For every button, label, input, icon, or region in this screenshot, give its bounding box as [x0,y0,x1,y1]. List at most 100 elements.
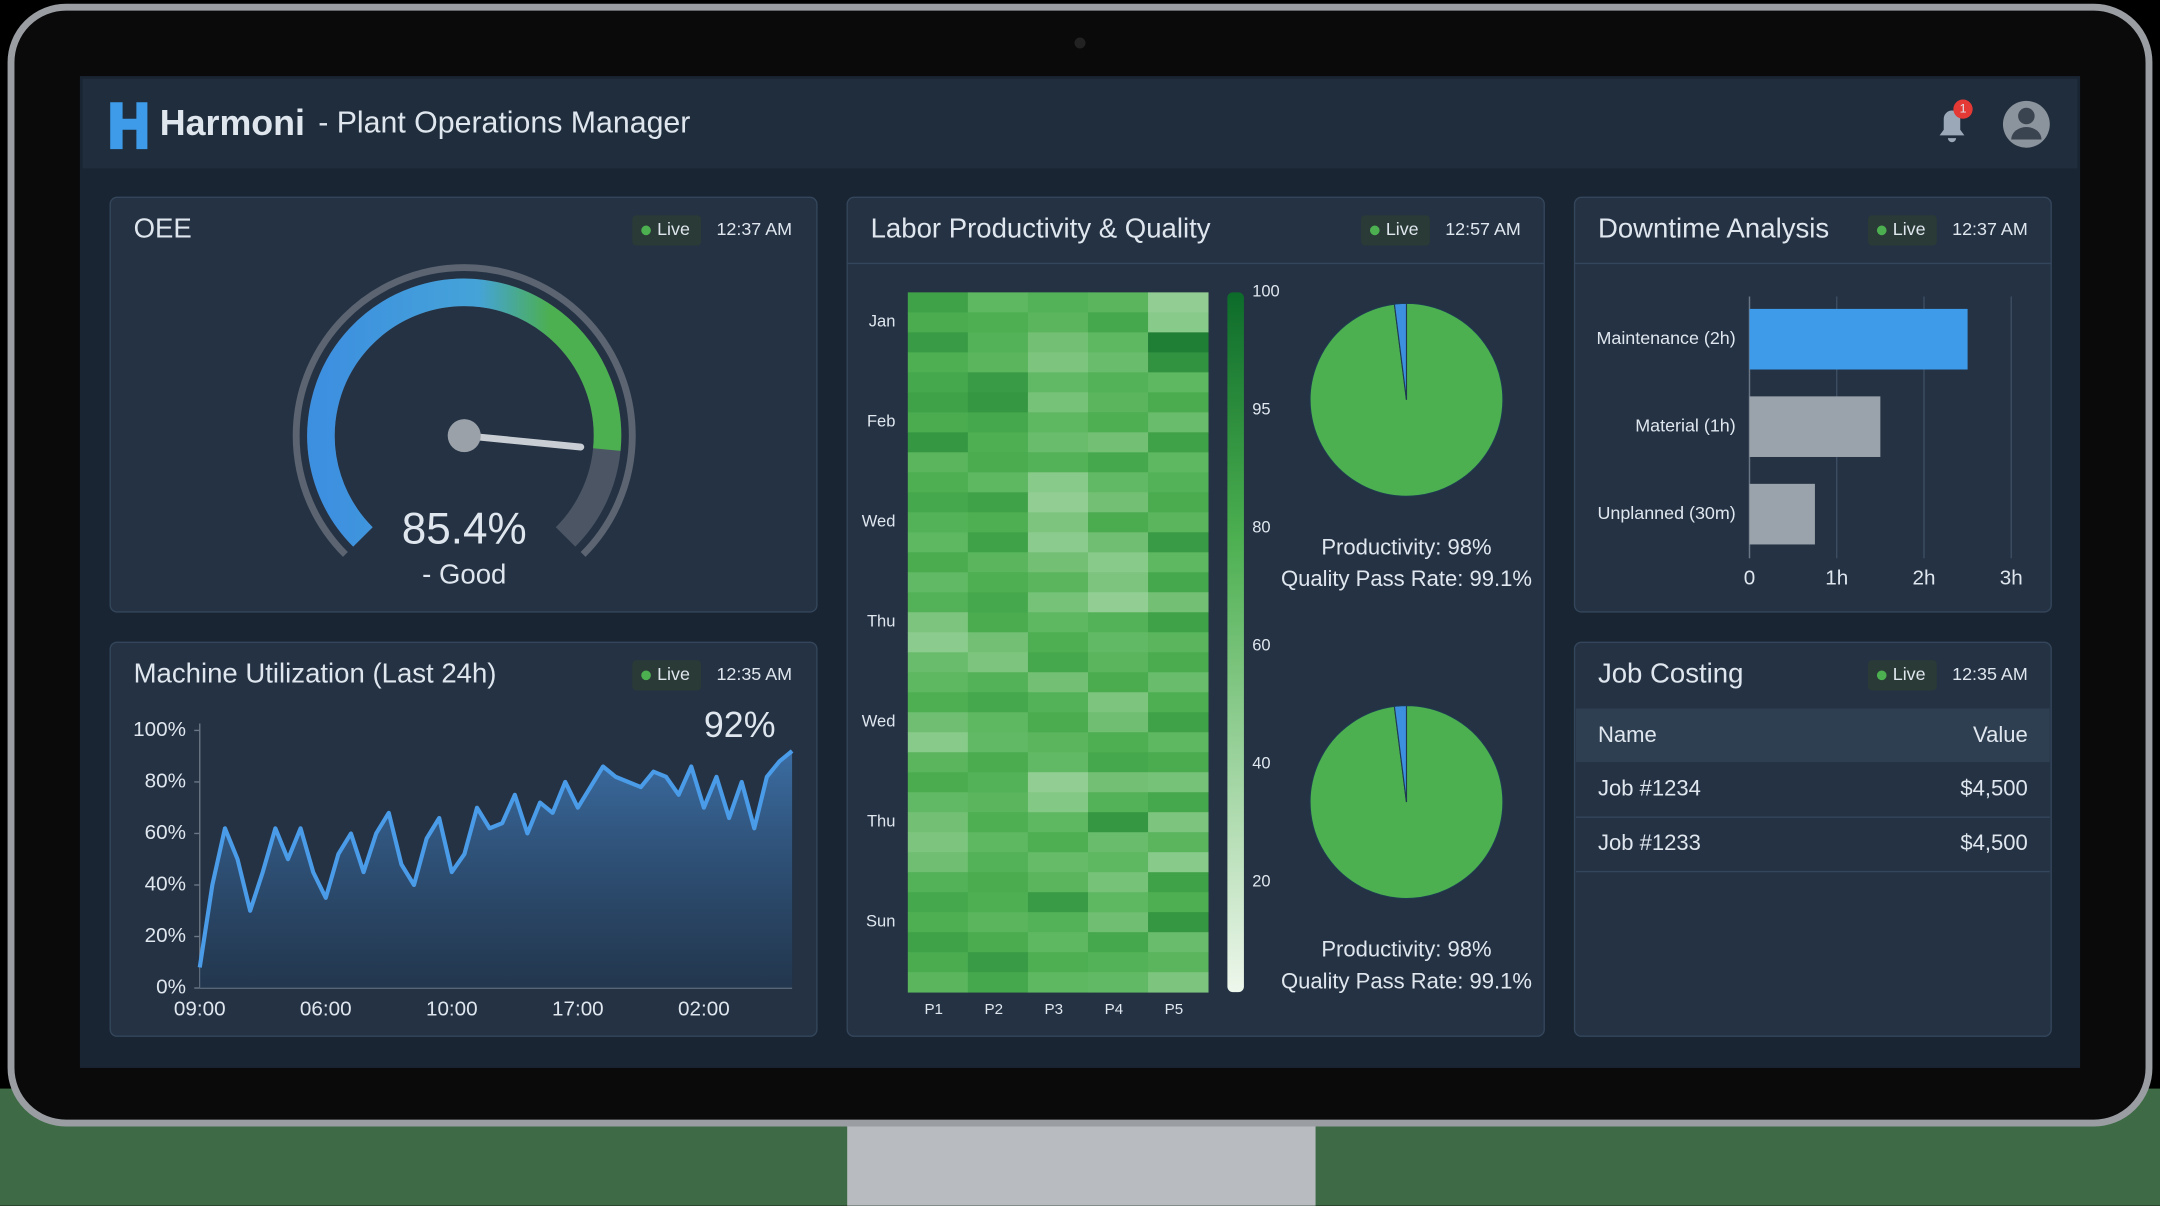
heat-cell [1027,392,1089,413]
heat-cell [907,932,969,953]
heat-cell [1148,772,1209,793]
heat-cell [967,632,1029,653]
heat-cell [1148,892,1209,913]
heat-cell [1027,812,1089,833]
table-cell: $4,500 [1960,830,2027,855]
heat-cell [1087,452,1149,473]
heat-cell [907,372,969,393]
panel-title: Labor Productivity & Quality [871,213,1211,244]
column-label: P5 [1165,1001,1184,1018]
colorbar-tick-label: 95 [1252,400,1270,419]
live-badge [632,660,702,691]
bell-icon[interactable] [1939,110,1965,143]
pie-caption: Productivity: 98% [1321,937,1491,962]
panel-time: 12:37 AM [716,219,792,239]
heat-cell [1027,512,1089,533]
heat-cell [967,352,1029,373]
heat-cell [967,312,1029,333]
column-label: P2 [984,1001,1003,1018]
gauge-value-arc [307,278,622,547]
y-tick-label: 40% [145,872,186,895]
x-tick-label: 0 [1744,566,1756,589]
y-tick-label: 20% [145,924,186,947]
row-label: Thu [867,812,895,831]
row-label: Feb [867,412,895,431]
heat-cell [1027,472,1089,493]
heat-cell [1027,312,1089,333]
heat-cell [1087,892,1149,913]
live-dot [641,670,651,681]
heat-cell [907,732,969,753]
heat-cell [967,492,1029,513]
pie-caption: Productivity: 98% [1321,534,1491,559]
heat-cell [967,572,1029,593]
heat-cell [1148,732,1209,753]
heat-cell [907,392,969,413]
heat-cell [907,972,969,993]
pie-caption: Quality Pass Rate: 99.1% [1281,566,1532,591]
heat-cell [1027,972,1089,993]
heat-cell [1148,612,1209,633]
monitor-stand [847,1116,1316,1206]
heat-cell [1087,752,1149,773]
colorbar-tick-label: 40 [1252,753,1270,772]
panel-title: OEE [134,213,192,244]
gauge-needle [460,432,585,451]
heat-cell [1027,752,1089,773]
heat-cell [1087,612,1149,633]
heat-cell [1148,352,1209,373]
heat-cell [1027,572,1089,593]
heat-cell [1087,552,1149,573]
heat-cell [1087,412,1149,433]
heat-cell [1087,692,1149,713]
heat-cell [1148,332,1209,353]
heat-cell [1087,792,1149,813]
heat-cell [1148,372,1209,393]
heat-cell [1148,632,1209,653]
heat-cell [967,752,1029,773]
gauge-hub [447,419,481,453]
notification-count: 1 [1960,101,1967,115]
heat-cell [907,292,969,313]
y-tick-label: 60% [145,821,186,844]
heat-cell [1027,352,1089,373]
panel-oee [109,196,818,613]
table-header [1575,708,2050,763]
heat-cell [1087,712,1149,733]
heat-cell [1087,852,1149,873]
heat-cell [1087,392,1149,413]
app-subtitle: - Plant Operations Manager [318,106,690,139]
column-label: P4 [1105,1001,1124,1018]
heat-cell [967,392,1029,413]
heat-cell [907,472,969,493]
heat-cell [907,752,969,773]
heat-cell [907,612,969,633]
table-cell: $4,500 [1960,775,2027,800]
heat-cell [1027,652,1089,673]
heat-cell [967,732,1029,753]
bar [1749,308,1968,370]
heat-cell [907,952,969,973]
heat-cell [967,472,1029,493]
logo-icon [110,102,148,150]
pie-caption: Quality Pass Rate: 99.1% [1281,968,1532,993]
heat-cell [1148,432,1209,453]
heat-cell [1027,532,1089,553]
heat-cell [1148,552,1209,573]
x-tick-label: 2h [1912,566,1935,589]
utilization-line [197,749,794,968]
heat-cell [907,652,969,673]
heat-cell [1087,292,1149,313]
heat-cell [967,292,1029,313]
heat-cell [1027,772,1089,793]
gauge-status: - Good [422,558,506,589]
heat-cell [1087,312,1149,333]
column-header: Value [1973,722,2028,747]
heat-cell [967,852,1029,873]
live-label: Live [657,664,690,684]
notification-badge [1953,99,1973,119]
heat-cell [1027,592,1089,613]
heat-cell [1087,512,1149,533]
logo-text: Harmoni [160,103,305,143]
live-label: Live [1893,664,1926,684]
